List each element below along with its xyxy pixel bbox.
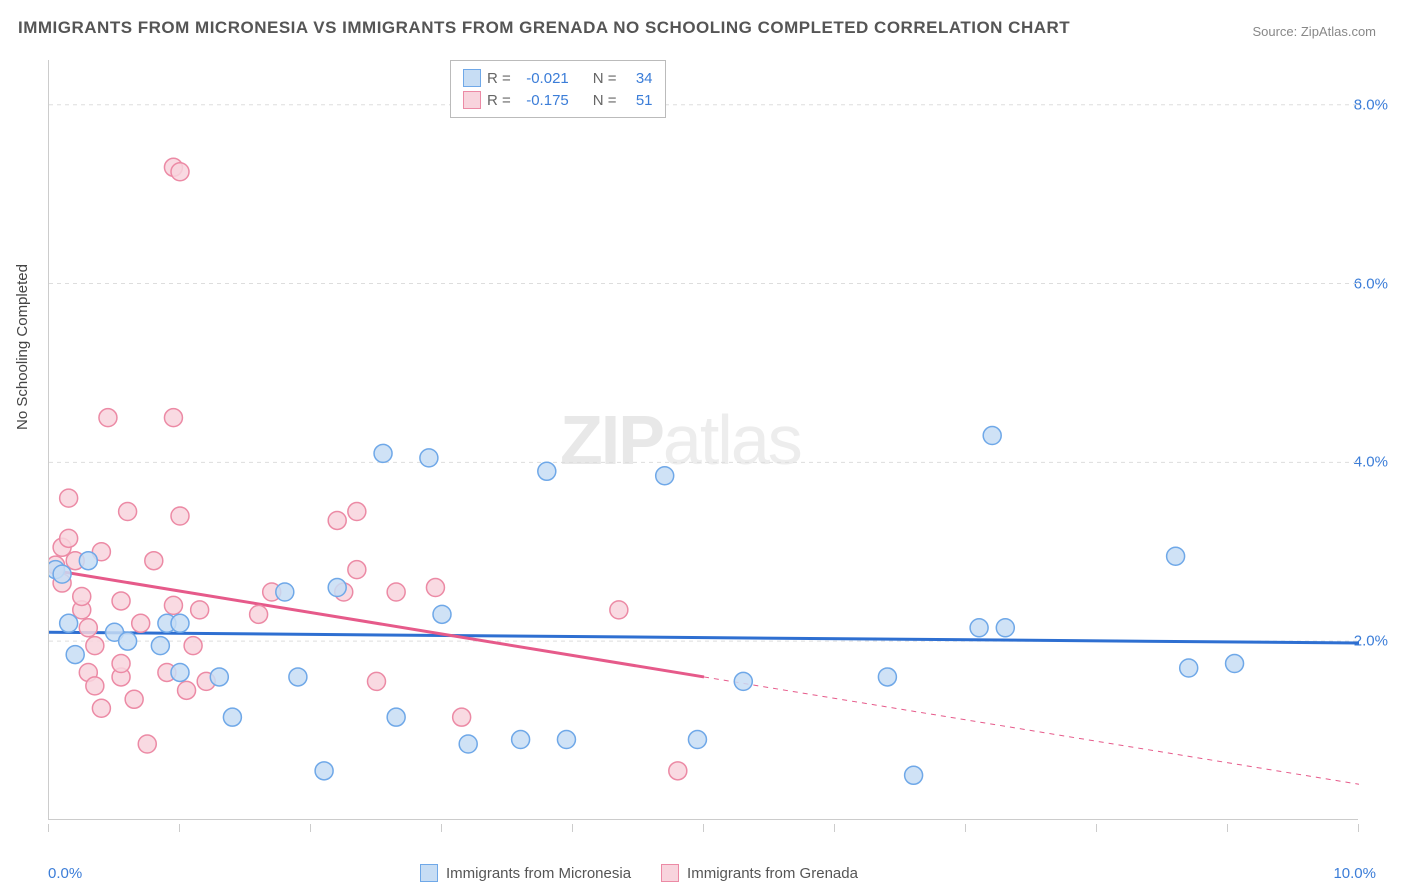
source-label: Source: ZipAtlas.com [1252, 24, 1376, 39]
x-tick [834, 824, 835, 832]
legend-swatch [463, 91, 481, 109]
legend-swatch [463, 69, 481, 87]
scatter-svg [49, 60, 1359, 820]
r-label: R = [487, 92, 511, 109]
legend-series-label: Immigrants from Micronesia [446, 865, 631, 882]
x-tick [1096, 824, 1097, 832]
series-legend: Immigrants from Micronesia Immigrants fro… [420, 864, 858, 882]
n-value: 34 [623, 70, 653, 87]
legend-swatch [661, 864, 679, 882]
x-tick [1227, 824, 1228, 832]
chart-title: IMMIGRANTS FROM MICRONESIA VS IMMIGRANTS… [18, 18, 1070, 38]
n-label: N = [593, 92, 617, 109]
legend-series-label: Immigrants from Grenada [687, 865, 858, 882]
legend-correlation-row: R = -0.175 N = 51 [463, 89, 653, 111]
legend-series-item: Immigrants from Grenada [661, 864, 858, 882]
x-tick [965, 824, 966, 832]
n-label: N = [593, 70, 617, 87]
r-value: -0.021 [517, 70, 569, 87]
x-axis-min-label: 0.0% [48, 865, 82, 882]
x-tick [441, 824, 442, 832]
x-tick [572, 824, 573, 832]
legend-correlation-row: R = -0.021 N = 34 [463, 67, 653, 89]
x-tick [703, 824, 704, 832]
x-tick [179, 824, 180, 832]
correlation-legend: R = -0.021 N = 34 R = -0.175 N = 51 [450, 60, 666, 118]
r-value: -0.175 [517, 92, 569, 109]
chart-plot-area [48, 60, 1358, 820]
x-axis-max-label: 10.0% [1333, 865, 1376, 882]
x-tick [1358, 824, 1359, 832]
legend-swatch [420, 864, 438, 882]
legend-series-item: Immigrants from Micronesia [420, 864, 631, 882]
n-value: 51 [623, 92, 653, 109]
x-tick [48, 824, 49, 832]
y-axis-label: No Schooling Completed [14, 264, 31, 430]
x-tick [310, 824, 311, 832]
r-label: R = [487, 70, 511, 87]
